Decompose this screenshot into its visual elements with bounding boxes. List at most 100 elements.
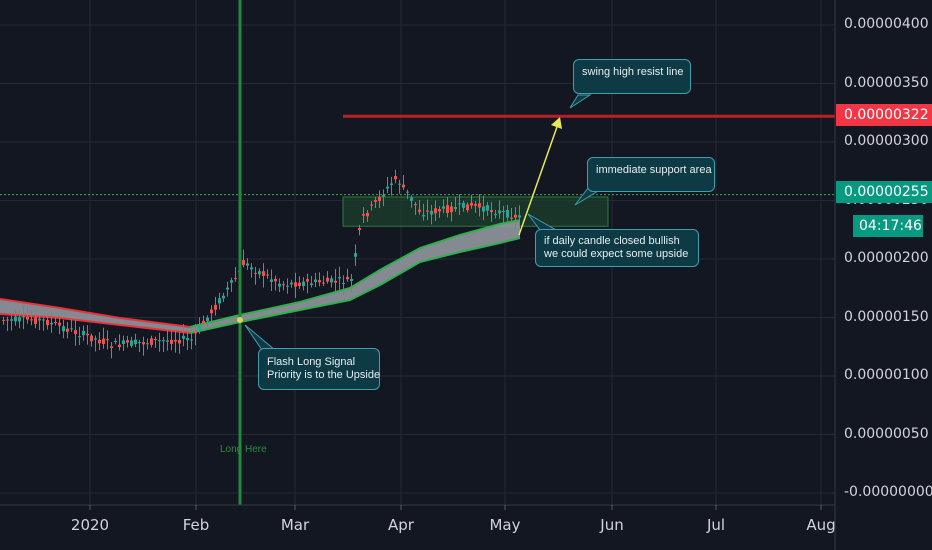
candle-body: [482, 206, 485, 212]
candle-body: [298, 282, 301, 287]
flash-note[interactable]: Flash Long Signal Priority is to the Ups…: [258, 348, 380, 390]
candle-body: [278, 283, 281, 287]
candle-body: [142, 342, 145, 345]
candle-body: [398, 183, 401, 185]
resist-note[interactable]: swing high resist line: [573, 59, 691, 94]
candle-body: [38, 318, 41, 321]
candle-body: [382, 194, 385, 197]
candle-body: [478, 203, 481, 208]
candle-body: [242, 260, 245, 265]
candle-body: [210, 309, 213, 314]
x-tick-label: 2020: [70, 516, 110, 534]
candle-body: [506, 210, 509, 218]
candle-body: [102, 338, 105, 345]
flash-note-pointer: [244, 324, 277, 351]
candle-body: [10, 319, 13, 321]
candle-body: [390, 183, 393, 185]
candle-body: [318, 280, 321, 283]
candle-body: [286, 285, 289, 287]
candle-body: [182, 335, 185, 339]
candle-body: [122, 340, 125, 344]
candle-body: [214, 304, 217, 310]
candle-body: [94, 338, 97, 340]
candle-body: [22, 316, 25, 318]
candle-body: [350, 278, 353, 282]
candle-body: [126, 340, 129, 343]
candle-body: [290, 282, 293, 285]
candle-body: [178, 339, 181, 344]
candle-body: [42, 319, 45, 321]
candle-body: [86, 333, 89, 336]
candle-body: [206, 317, 209, 322]
projection-arrow: [518, 123, 559, 236]
candle-body: [294, 282, 297, 287]
candle-body: [498, 210, 501, 214]
x-tick-label: Jun: [600, 516, 624, 534]
candle-body: [406, 191, 409, 193]
candle-body: [154, 338, 157, 340]
candle-body: [362, 214, 365, 216]
trend-band: [0, 219, 521, 334]
candle-body: [18, 317, 21, 322]
candle-body: [486, 205, 489, 211]
candle-body: [346, 276, 349, 280]
candle-body: [282, 284, 285, 286]
y-tick-label: 0.00000350: [844, 74, 929, 91]
candle-body: [426, 210, 429, 212]
x-tick-label: Aug: [806, 516, 836, 534]
candle-body: [454, 207, 457, 209]
candle-body: [386, 186, 389, 189]
candle-body: [450, 206, 453, 213]
candle-body: [58, 322, 61, 326]
candle-body: [150, 338, 153, 345]
candle-body: [110, 346, 113, 348]
candle-body: [82, 330, 85, 336]
candle-body: [170, 339, 173, 344]
candle-body: [6, 319, 9, 321]
candle-body: [402, 184, 405, 188]
candle-body: [434, 208, 437, 214]
candle-body: [358, 228, 361, 230]
y-tick-label: 0.00000150: [844, 308, 929, 325]
candle-body: [354, 253, 357, 257]
candle-body: [198, 326, 201, 331]
candle-body: [194, 330, 197, 334]
current-price-tag: 0.00000255: [836, 181, 932, 203]
support-note[interactable]: immediate support area: [587, 157, 715, 192]
candle-body: [166, 340, 169, 342]
countdown-tag: 04:17:46: [853, 215, 923, 237]
support-note-text: immediate support area: [596, 164, 712, 176]
candle-body: [54, 321, 57, 323]
daily-note[interactable]: if daily candle closed bullish we could …: [535, 229, 699, 267]
band-lower-red: [0, 313, 191, 334]
candle-body: [442, 206, 445, 209]
candle-body: [218, 298, 221, 304]
candle-body: [250, 267, 253, 270]
y-tick-label: 0.00000200: [844, 250, 929, 266]
candle-body: [370, 204, 373, 206]
candle-body: [326, 277, 329, 282]
candle-body: [342, 282, 345, 284]
candle-body: [514, 214, 517, 218]
candle-body: [66, 328, 69, 332]
candle-body: [262, 271, 265, 276]
price-axis: [0, 0, 836, 550]
projection-arrowhead: [551, 117, 562, 129]
candle-body: [418, 209, 421, 212]
y-tick-label: 0.00000400: [844, 16, 929, 32]
candle-body: [494, 214, 497, 216]
candle-body: [50, 322, 53, 325]
price-lines: [0, 0, 835, 505]
band-lower-green: [189, 237, 521, 334]
candle-body: [74, 330, 77, 335]
candle-body: [230, 280, 233, 283]
candle-body: [322, 282, 325, 284]
x-tick-label: Feb: [182, 516, 210, 534]
candle-body: [466, 204, 469, 211]
resist-note-text: swing high resist line: [582, 66, 684, 78]
candle-body: [234, 278, 237, 280]
candle-body: [30, 319, 33, 321]
candle-body: [138, 342, 141, 344]
candle-body: [378, 196, 381, 201]
